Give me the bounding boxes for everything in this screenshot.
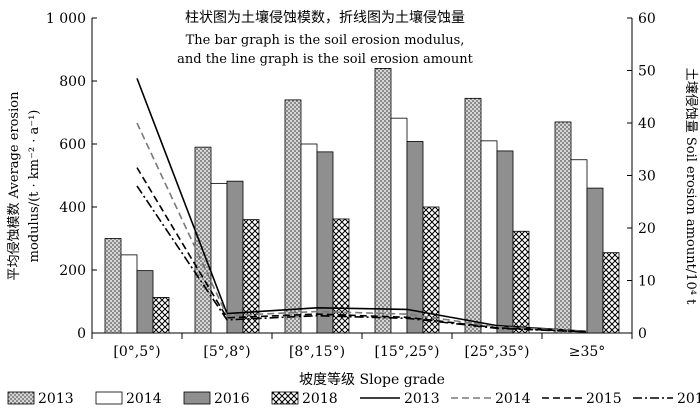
bar-2018-1 <box>242 219 260 334</box>
y-left-tick-label: 600 <box>59 137 86 153</box>
bar-2014-3 <box>390 117 408 334</box>
legend: 2013 2014 2016 2018 2013 2014 2015 2018 <box>7 391 700 407</box>
legend-label-bar-2014: 2014 <box>126 391 162 407</box>
y-left-tick-label: 400 <box>59 200 86 216</box>
x-tick-label: [0°,5°) <box>113 344 160 360</box>
y-axis-right-label: 土壤侵蚀量 Soil erosion amount/10⁴ t <box>683 68 699 305</box>
bar-2016-5 <box>586 187 604 334</box>
bar-2018-4 <box>512 230 530 334</box>
y-left-tick-label: 0 <box>77 326 86 342</box>
x-tick-label: [15°,25°) <box>374 344 439 360</box>
lines-group <box>136 78 588 333</box>
chart-title-cn: 柱状图为土壤侵蚀模数，折线图为土壤侵蚀量 <box>185 9 465 26</box>
x-tick-label: [5°,8°) <box>203 344 250 360</box>
chart-title-en-line1: The bar graph is the soil erosion modulu… <box>186 33 465 48</box>
legend-label-line-2018: 2018 <box>677 391 700 407</box>
bar-2018-3 <box>422 206 440 334</box>
legend-label-line-2015: 2015 <box>586 391 622 407</box>
bar-2013-5 <box>554 121 572 334</box>
axes-group: 0 200 400 600 800 1 000 0 10 20 30 40 50 60 [0°,5°) [5… <box>46 11 656 360</box>
y-left-tick-label: 800 <box>59 74 86 90</box>
bars-group <box>104 68 620 334</box>
legend-label-bar-2013: 2013 <box>38 391 74 407</box>
legend-label-bar-2016: 2016 <box>214 391 250 407</box>
bar-2013-1 <box>194 146 212 334</box>
bar-2018-0 <box>152 297 170 334</box>
bar-2018-2 <box>332 218 350 334</box>
line-series-2018-3 <box>136 185 588 333</box>
y-right-tick-label: 0 <box>638 326 647 342</box>
y-right-tick-label: 50 <box>638 64 656 80</box>
x-tick-label: ≥35° <box>569 344 606 360</box>
bar-2014-2 <box>300 143 318 334</box>
bar-2016-3 <box>406 141 424 334</box>
y-right-tick-label: 20 <box>638 221 656 237</box>
bar-2016-1 <box>226 180 244 334</box>
y-right-tick-label: 40 <box>638 116 656 132</box>
bar-2016-0 <box>136 270 154 334</box>
bar-2018-5 <box>602 252 620 334</box>
bar-2016-4 <box>496 150 514 334</box>
y-axis-left-label-line1: 平均侵蚀模数 Average erosion <box>6 91 22 281</box>
x-tick-label: [8°,15°) <box>289 344 345 360</box>
chart-title-en-line2: and the line graph is the soil erosion a… <box>177 52 474 67</box>
y-right-tick-label: 60 <box>638 11 656 27</box>
x-tick-label: [25°,35°) <box>464 344 529 360</box>
legend-swatch-bar-2016 <box>183 391 211 405</box>
y-axis-left-label-line2: modulus/(t · km⁻² · a⁻¹) <box>27 110 42 263</box>
legend-swatch-bar-2014 <box>95 391 123 405</box>
legend-swatch-bar-2013 <box>7 391 35 405</box>
bar-2014-1 <box>210 182 228 334</box>
bar-2013-4 <box>464 97 482 334</box>
legend-label-line-2014: 2014 <box>495 391 531 407</box>
y-left-tick-label: 200 <box>59 263 86 279</box>
bar-2013-0 <box>104 238 122 334</box>
y-left-tick-label: 1 000 <box>46 11 86 27</box>
legend-swatch-bar-2018 <box>271 391 299 405</box>
legend-label-bar-2018: 2018 <box>302 391 338 407</box>
bar-2013-2 <box>284 99 302 334</box>
line-series-2015-2 <box>136 167 588 333</box>
bar-2014-0 <box>120 254 138 334</box>
bar-2014-4 <box>480 140 498 334</box>
bar-2014-5 <box>570 159 588 334</box>
line-series-2013-0 <box>136 78 588 333</box>
y-right-tick-label: 10 <box>638 274 656 290</box>
legend-label-line-2013: 2013 <box>404 391 440 407</box>
bar-2013-3 <box>374 68 392 334</box>
bar-2016-2 <box>316 151 334 334</box>
y-right-tick-label: 30 <box>638 169 656 185</box>
line-series-2014-1 <box>136 122 588 333</box>
x-axis-label: 坡度等级 Slope grade <box>299 371 445 388</box>
